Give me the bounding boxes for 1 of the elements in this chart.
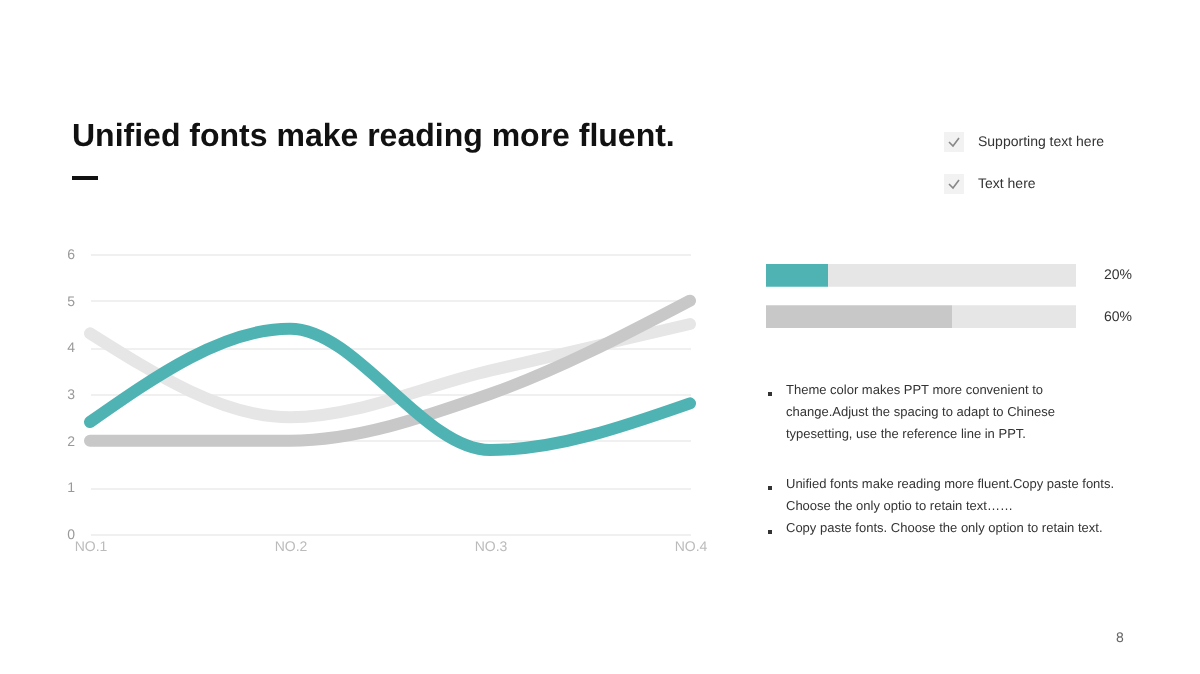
chart-title: Unified fonts make reading more fluent. xyxy=(72,120,675,156)
